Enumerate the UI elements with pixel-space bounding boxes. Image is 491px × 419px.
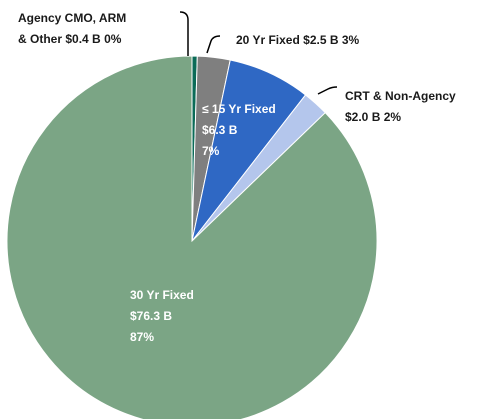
value-label: $2.0 B <box>345 110 381 124</box>
percent-label: 2% <box>383 110 402 124</box>
value-label: $0.4 B <box>65 32 101 46</box>
percent-label: 87% <box>130 330 155 344</box>
category-label: Agency CMO, ARM & Other <box>18 11 127 46</box>
value-label: $6.3 B <box>202 123 238 137</box>
pie-slice <box>6 55 378 419</box>
percent-label: 7% <box>202 144 220 158</box>
leader-line <box>206 35 221 54</box>
percent-label: 3% <box>341 33 360 47</box>
leader-line <box>179 11 189 56</box>
slice-label: 20 Yr Fixed $2.5 B 3% <box>236 30 359 51</box>
slice-label: 30 Yr Fixed $76.3 B 87% <box>130 285 194 348</box>
leader-line <box>317 86 338 95</box>
value-label: $76.3 B <box>130 309 173 323</box>
category-label: CRT & Non-Agency <box>345 89 456 103</box>
slice-label: ≤ 15 Yr Fixed $6.3 B 7% <box>202 99 276 162</box>
slice-label: Agency CMO, ARM & Other $0.4 B 0% <box>18 8 138 50</box>
category-label: ≤ 15 Yr Fixed <box>202 102 276 116</box>
percent-label: 0% <box>104 32 122 46</box>
slice-label: CRT & Non-Agency $2.0 B 2% <box>345 86 456 128</box>
category-label: 20 Yr Fixed <box>236 33 300 47</box>
value-label: $2.5 B <box>303 33 339 47</box>
category-label: 30 Yr Fixed <box>130 288 194 302</box>
